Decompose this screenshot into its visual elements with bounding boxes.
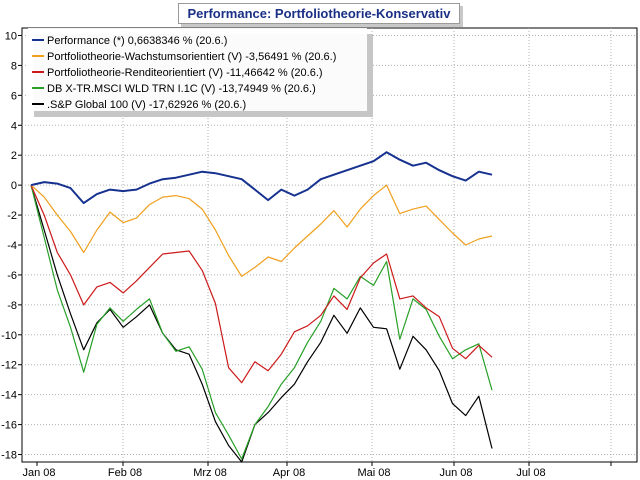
legend-entry: Portfoliotheorie-Renditeorientiert (V) -… [47, 67, 323, 79]
x-tick-label: Jun 08 [439, 467, 472, 479]
y-tick-label: 10 [5, 30, 17, 42]
y-tick-label: 8 [11, 60, 17, 72]
legend: Performance (*) 0,6638346 % (20.6.) Portf… [28, 28, 373, 117]
x-tick-label: Jan 08 [22, 467, 55, 479]
series-line [30, 151, 493, 205]
y-tick-label: -18 [1, 450, 17, 462]
x-tick-label: Jul 08 [516, 467, 545, 479]
legend-entry: DB X-TR.MSCI WLD TRN I.1C (V) -13,74949 … [47, 83, 316, 95]
y-tick-label: -8 [7, 300, 17, 312]
y-axis-ticks: 10 8 6 4 2 0 -2 -4 -6 -8 -10 -12 -14 -16 -18 [1, 30, 22, 462]
series-line [30, 184, 493, 460]
y-tick-label: -2 [7, 210, 17, 222]
chart-title: Performance: Portfoliotheorie-Konservati… [178, 3, 460, 24]
x-tick-label: Mai 08 [357, 467, 390, 479]
y-tick-label: -10 [1, 330, 17, 342]
series-line [30, 184, 493, 463]
y-tick-label: -12 [1, 360, 17, 372]
y-tick-label: 4 [11, 120, 17, 132]
y-tick-label: 2 [11, 150, 17, 162]
legend-entry: Portfoliotheorie-Wachstumsorientiert (V)… [47, 51, 336, 63]
y-tick-label: 6 [11, 90, 17, 102]
y-tick-label: -16 [1, 420, 17, 432]
x-tick-label: Mrz 08 [193, 467, 227, 479]
y-tick-label: -6 [7, 270, 17, 282]
series-line [30, 184, 493, 277]
legend-entry: .S&P Global 100 (V) -17,62926 % (20.6.) [47, 99, 246, 111]
series-lines [30, 151, 493, 463]
y-tick-label: -14 [1, 390, 17, 402]
y-tick-label: 0 [11, 180, 17, 192]
y-tick-label: -4 [7, 240, 17, 252]
legend-entry: Performance (*) 0,6638346 % (20.6.) [47, 35, 227, 47]
x-tick-label: Feb 08 [108, 467, 142, 479]
x-tick-label: Apr 08 [273, 467, 305, 479]
legend-box [28, 28, 367, 111]
series-line [30, 184, 493, 384]
x-axis-ticks: Jan 08 Feb 08 Mrz 08 Apr 08 Mai 08 Jun 08 Jul … [22, 462, 612, 479]
